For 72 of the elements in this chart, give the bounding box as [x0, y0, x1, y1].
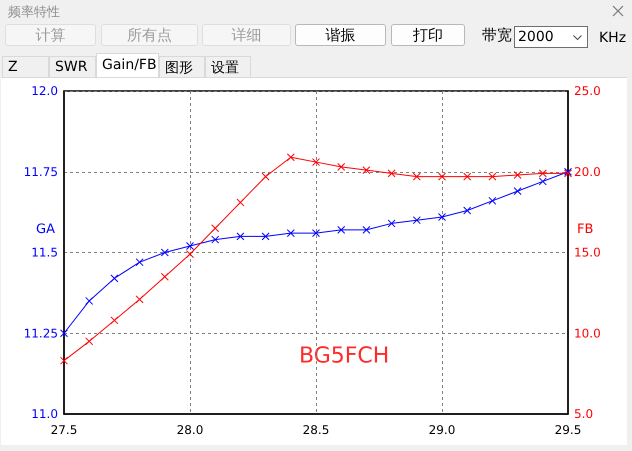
y-tick-label: 12.0: [31, 84, 58, 98]
point: [337, 226, 346, 234]
point: [60, 329, 68, 338]
text: 打印: [391, 24, 465, 46]
point: [211, 224, 220, 232]
point: [186, 250, 194, 258]
y-tick-label: 11.5: [31, 246, 58, 260]
point: [412, 172, 421, 181]
point: [211, 236, 220, 244]
text: 详细: [202, 24, 291, 46]
chart-title: 频率特性: [8, 4, 60, 21]
point: [538, 169, 547, 178]
point: [85, 337, 94, 346]
y2-tick-label: 15.0: [574, 246, 601, 260]
x-tick-label: 29.5: [554, 423, 582, 437]
point: [463, 206, 472, 215]
point: [110, 316, 118, 324]
text: 谐振: [295, 24, 386, 46]
point: [488, 172, 496, 181]
text: Gain/FB: [96, 53, 159, 77]
text: SWR: [49, 56, 96, 77]
point: [362, 166, 370, 174]
point: [362, 226, 370, 234]
point: [110, 274, 118, 282]
point: [286, 229, 295, 238]
text: 计算: [5, 24, 96, 46]
y-axis-title: GA: [36, 222, 56, 237]
text: Z: [2, 56, 49, 77]
y-tick-label: 11.0: [31, 407, 58, 421]
point: [262, 232, 270, 240]
point: [388, 219, 396, 228]
text: 图形: [159, 56, 205, 77]
text: KHz: [599, 30, 626, 46]
y2-axis-title: FB: [577, 222, 594, 237]
point: [286, 153, 295, 162]
point: [236, 198, 244, 206]
point: [160, 248, 169, 256]
annotation: BG5FCH: [299, 344, 390, 368]
point: [60, 356, 68, 365]
y2-tick-label: 25.0: [574, 84, 601, 98]
point: [85, 296, 94, 305]
point: [514, 187, 522, 196]
point: [160, 272, 169, 281]
point: [136, 295, 144, 304]
text: 带宽: [482, 26, 512, 45]
y-tick-label: 11.25: [24, 326, 58, 340]
text: 2000: [518, 29, 554, 45]
point: [538, 177, 547, 186]
y2-tick-label: 5.0: [574, 407, 594, 421]
point: [312, 158, 320, 166]
point: [438, 212, 446, 221]
point: [236, 232, 244, 240]
point: [412, 216, 421, 224]
x-tick-label: 29.0: [428, 423, 456, 437]
x-tick-label: 27.5: [50, 423, 78, 437]
y2-tick-label: 20.0: [574, 164, 601, 179]
y2-tick-label: 10.0: [574, 326, 601, 340]
point: [488, 196, 496, 205]
text: 所有点: [101, 24, 198, 46]
point: [262, 172, 270, 181]
point: [337, 162, 346, 171]
y-tick-label: 11.75: [24, 164, 58, 179]
point: [136, 258, 144, 266]
point: [463, 172, 472, 181]
point: [186, 242, 194, 250]
text: 设置: [205, 56, 251, 77]
x-tick-label: 28.5: [302, 423, 330, 437]
point: [438, 172, 446, 181]
point: [514, 170, 522, 179]
x-tick-label: 28.0: [176, 423, 204, 437]
point: [388, 169, 396, 178]
point: [312, 229, 320, 238]
